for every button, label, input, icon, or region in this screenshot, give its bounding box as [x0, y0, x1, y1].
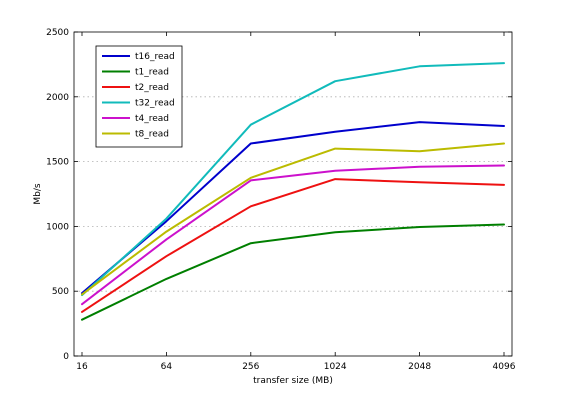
- y-tick-label: 2000: [46, 93, 69, 103]
- legend-label: t1_read: [135, 68, 169, 78]
- y-tick-label: 1000: [46, 222, 69, 232]
- x-tick-label: 16: [76, 362, 88, 372]
- y-tick-label: 500: [52, 287, 69, 297]
- legend-label: t32_read: [135, 99, 175, 109]
- x-tick-label: 4096: [493, 362, 516, 372]
- legend-label: t4_read: [135, 114, 169, 124]
- y-tick-label: 2500: [46, 28, 69, 38]
- axis-ticks: [74, 31, 512, 357]
- series-line-t32-read: [81, 62, 505, 297]
- x-tick-label: 2048: [408, 362, 431, 372]
- series-line-t4-read: [81, 164, 505, 306]
- series-line-t1-read: [81, 223, 505, 321]
- y-tick-label: 0: [63, 352, 69, 362]
- x-tick-label: 1024: [324, 362, 347, 372]
- y-tick-labels: 0 500 1000 1500 2000 2500: [46, 28, 69, 362]
- series-line-t16-read: [81, 121, 505, 295]
- series-lines: [81, 62, 505, 321]
- series-line-t8-read: [81, 142, 505, 296]
- legend-box: [95, 45, 183, 148]
- legend-label: t16_read: [135, 52, 175, 62]
- legend-label: t8_read: [135, 130, 169, 140]
- legend: t16_read t1_read t2_read t32_read t4_read t8_…: [95, 45, 183, 148]
- legend-label: t2_read: [135, 83, 169, 93]
- series-line-t2-read: [81, 178, 505, 313]
- x-tick-labels: 16 64 256 1024 2048 4096: [76, 362, 515, 372]
- x-tick-label: 256: [242, 362, 259, 372]
- plot-frame: [73, 31, 513, 357]
- x-tick-label: 64: [161, 362, 173, 372]
- x-axis-label: transfer size (MB): [253, 376, 333, 386]
- y-tick-label: 1500: [46, 158, 69, 168]
- y-axis-label: Mb/s: [33, 183, 43, 205]
